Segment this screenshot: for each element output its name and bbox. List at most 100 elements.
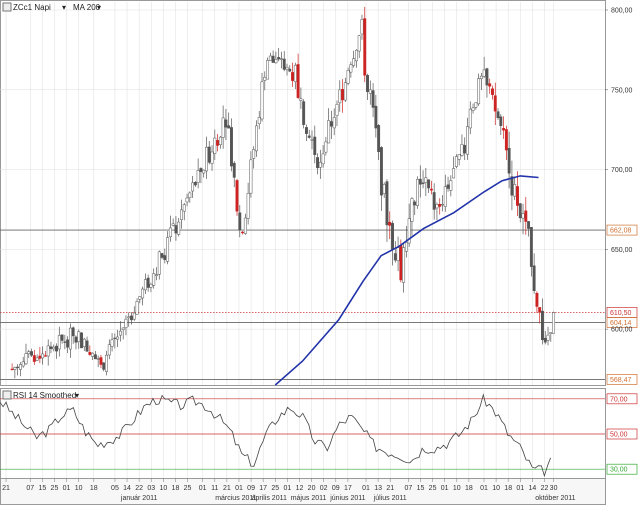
candle-body — [188, 192, 192, 198]
candle-body — [393, 253, 397, 261]
x-tick-label: 21 — [386, 485, 394, 492]
x-tick-label: 21 — [223, 485, 231, 492]
candle-body — [374, 105, 378, 129]
y-tick-label: 650,00 — [611, 247, 633, 254]
candle-body — [138, 296, 142, 300]
candle-body — [327, 120, 331, 144]
candle-body — [177, 221, 181, 235]
candle-body — [146, 277, 150, 288]
x-tick-label: 01 — [362, 485, 370, 492]
rsi-icon[interactable] — [2, 390, 12, 400]
symbol-icon[interactable] — [2, 2, 12, 12]
candle-body — [218, 136, 222, 146]
candle-body — [443, 186, 447, 207]
candle-body — [27, 351, 31, 355]
level-tag-label: 662,08 — [610, 228, 632, 235]
x-tick-label: 21 — [2, 485, 10, 492]
candle-body — [93, 354, 97, 360]
candle-body — [241, 231, 245, 234]
candle-body — [263, 76, 267, 81]
candle-body — [132, 312, 136, 320]
candle-body — [346, 70, 350, 84]
candle-body — [504, 129, 508, 151]
candle-body — [185, 197, 189, 203]
x-tick-label: 14 — [529, 485, 537, 492]
level-tag-label: 604,14 — [610, 320, 632, 327]
candle-body — [507, 147, 511, 174]
rsi-label[interactable]: RSI 14 Smoothed — [13, 391, 76, 400]
dropdown-arrow-icon[interactable]: ▾ — [97, 3, 101, 12]
candle-body — [82, 338, 86, 347]
indicator-label[interactable]: MA 200 — [73, 3, 101, 12]
level-tag — [606, 317, 638, 328]
candle-body — [546, 334, 550, 341]
candle-body — [130, 315, 133, 321]
candles — [10, 6, 556, 379]
rsi-level-tag — [606, 428, 638, 440]
candle-body — [252, 149, 256, 159]
x-tick-label: 01 — [199, 485, 207, 492]
candle-body — [429, 188, 433, 191]
candle-body — [207, 146, 211, 163]
x-tick-label: 12 — [296, 485, 304, 492]
x-axis-labels: 21 07 15 25 01 10 18 05 14 22 03 10 18 25 01 11 21 01 09 17… — [2, 478, 576, 502]
month-label: március 2011 — [215, 495, 257, 502]
x-tick-label: 17 — [259, 485, 267, 492]
candle-body — [257, 117, 261, 125]
candle-body — [71, 327, 75, 337]
candle-body — [182, 204, 186, 212]
y-tick-label: 750,00 — [611, 87, 633, 94]
candle-body — [230, 127, 233, 167]
x-tick-label: 10 — [453, 485, 461, 492]
candle-body — [118, 330, 122, 336]
x-tick-label: 05 — [111, 485, 119, 492]
candle-body — [16, 366, 20, 369]
candle-body — [446, 184, 450, 189]
candle-body — [416, 178, 419, 206]
candle-body — [521, 213, 525, 219]
candle-body — [157, 251, 161, 275]
candle-body — [502, 128, 506, 131]
candle-body — [352, 58, 356, 66]
candle-body — [349, 64, 353, 73]
dropdown-arrow-icon[interactable]: ▾ — [62, 3, 66, 12]
candle-body — [460, 144, 464, 156]
candle-body — [216, 140, 220, 146]
candle-body — [343, 82, 347, 101]
x-tick-label: 13 — [374, 485, 382, 492]
candle-body — [274, 59, 278, 64]
y-tick-label: 600,00 — [611, 327, 633, 334]
instrument-label[interactable]: ZCc1 Napi — [13, 3, 51, 12]
candle-body — [338, 89, 342, 104]
candle-body — [457, 154, 461, 160]
rsi: 70,00 50,00 30,00 — [0, 393, 638, 478]
x-tick-label: 10 — [75, 485, 83, 492]
candle-body — [527, 221, 531, 229]
candle-body — [121, 327, 125, 330]
candle-body — [232, 162, 236, 178]
month-label: július 2011 — [373, 495, 407, 502]
level-tag — [606, 374, 638, 385]
candle-body — [260, 81, 264, 120]
candle-body — [438, 204, 442, 207]
candle-body — [196, 170, 200, 183]
candle-body — [413, 201, 417, 206]
candle-body — [510, 176, 514, 196]
rsi-level-label: 50,00 — [610, 432, 628, 439]
candle-body — [302, 101, 306, 125]
candle-body — [363, 18, 367, 76]
candle-body — [421, 182, 425, 184]
candle-body — [368, 89, 372, 94]
rsi-level-label: 70,00 — [610, 396, 628, 403]
month-label: október 2011 — [535, 495, 575, 502]
rsi-line — [0, 393, 551, 478]
candle-body — [468, 108, 472, 129]
candle-body — [360, 19, 364, 35]
candle-body — [41, 353, 45, 359]
x-tick-label: 15 — [417, 485, 425, 492]
candle-body — [307, 135, 311, 138]
candle-body — [427, 179, 431, 189]
candle-body — [371, 90, 375, 108]
dropdown-arrow-icon[interactable]: ▾ — [75, 391, 79, 400]
candle-body — [313, 136, 317, 155]
